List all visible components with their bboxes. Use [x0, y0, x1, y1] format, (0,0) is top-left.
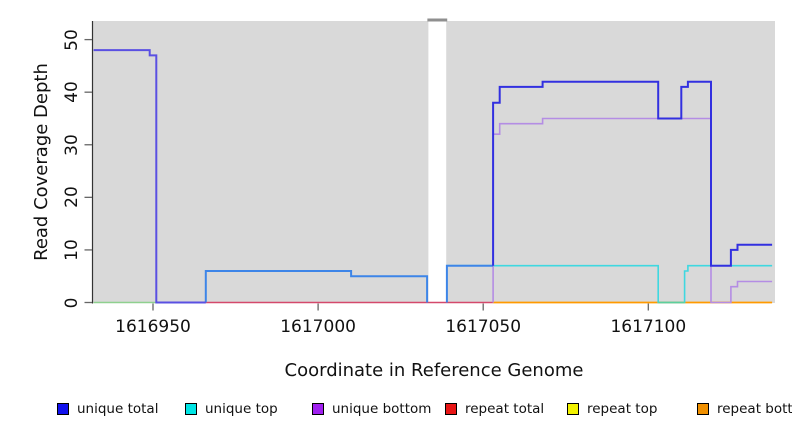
y-tick-label: 30	[62, 133, 82, 156]
legend-swatch-repeat-top	[567, 403, 579, 415]
legend-swatch-repeat-total	[445, 403, 457, 415]
coverage-gap-cap	[427, 18, 448, 22]
legend-label-unique-total: unique total	[77, 401, 159, 417]
legend-swatch-unique-total	[57, 403, 69, 415]
y-tick-label: 10	[62, 239, 82, 261]
series-line-unique-total-right-blue	[492, 80, 773, 267]
x-tick-label: 1616950	[115, 317, 191, 337]
series-line-unique-total-mid-azure-b	[445, 264, 494, 303]
legend-label-unique-bottom: unique bottom	[332, 401, 432, 417]
legend-swatch-repeat-bottom	[697, 403, 709, 415]
y-tick-label: 20	[62, 186, 82, 209]
legend-label-repeat-top: repeat top	[587, 401, 658, 417]
series-line-unique-total-mid-azure-a	[204, 270, 429, 303]
x-tick-label: 1617050	[445, 317, 522, 337]
y-axis-title: Read Coverage Depth	[31, 63, 52, 261]
x-tick-label: 1617000	[280, 317, 356, 337]
y-tick-label: 50	[62, 28, 82, 51]
legend-label-repeat-bottom: repeat bottom	[717, 401, 792, 417]
legend-swatch-unique-top	[185, 403, 197, 415]
y-tick-label: 40	[62, 81, 82, 103]
legend-swatch-unique-bottom	[312, 403, 324, 415]
series-line-unique-total-left-indigo	[93, 49, 206, 304]
series-line-unique-top-cyan	[446, 264, 773, 304]
legend-label-repeat-total: repeat total	[465, 401, 545, 417]
legend-label-unique-top: unique top	[205, 401, 278, 417]
coverage-gap-band	[428, 21, 447, 303]
y-tick-label: 0	[62, 297, 82, 308]
x-axis-title: Coordinate in Reference Genome	[284, 360, 584, 381]
x-tick-label: 1617100	[610, 317, 687, 337]
